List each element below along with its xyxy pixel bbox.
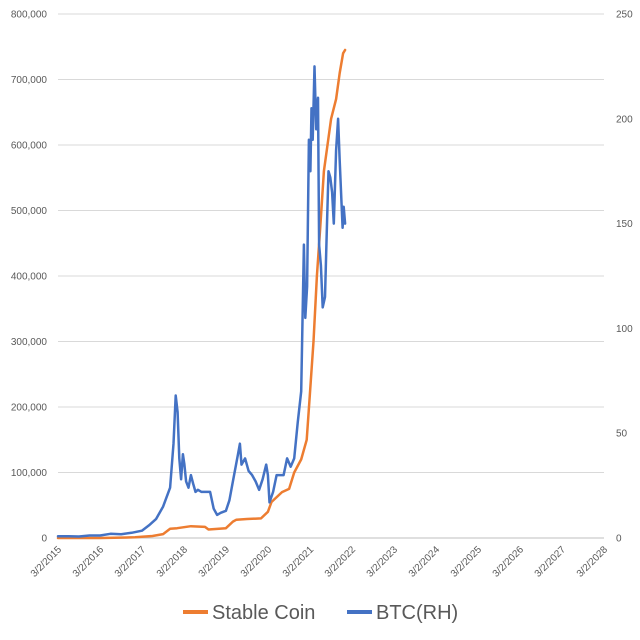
x-tick-label: 3/2/2019 <box>197 544 233 580</box>
left-tick-label: 100,000 <box>11 468 48 479</box>
x-tick-label: 3/2/2025 <box>449 544 485 580</box>
x-tick-label: 3/2/2022 <box>323 544 359 580</box>
series-line-stable-coin <box>56 48 347 540</box>
series-line-btc-rh <box>56 65 347 538</box>
left-tick-label: 700,000 <box>11 75 48 86</box>
right-tick-label: 250 <box>616 10 633 21</box>
x-tick-label: 3/2/2028 <box>575 544 611 580</box>
left-tick-label: 800,000 <box>11 10 48 21</box>
legend-label-stable-coin: Stable Coin <box>212 602 315 624</box>
x-tick-label: 3/2/2023 <box>365 544 401 580</box>
x-tick-label: 3/2/2024 <box>407 544 443 580</box>
x-tick-label: 3/2/2026 <box>491 544 527 580</box>
left-tick-label: 500,000 <box>11 206 48 217</box>
right-tick-label: 0 <box>616 534 622 545</box>
left-tick-label: 300,000 <box>11 337 48 348</box>
x-tick-label: 3/2/2018 <box>155 544 191 580</box>
right-tick-label: 50 <box>616 429 628 440</box>
x-tick-label: 3/2/2021 <box>281 544 317 580</box>
right-tick-label: 100 <box>616 324 633 335</box>
x-tick-label: 3/2/2016 <box>71 544 107 580</box>
series-lines <box>56 48 347 540</box>
left-tick-label: 400,000 <box>11 272 48 283</box>
right-tick-label: 150 <box>616 219 633 230</box>
gridlines <box>58 13 604 539</box>
left-axis-tick-labels: 0 100,000 200,000 300,000 400,000 500,000 600,… <box>11 10 48 545</box>
left-tick-label: 200,000 <box>11 403 48 414</box>
right-tick-label: 200 <box>616 114 633 125</box>
x-axis-tick-labels: 3/2/2015 3/2/2016 3/2/2017 3/2/2018 3/2/2019… <box>29 544 611 580</box>
x-tick-label: 3/2/2017 <box>113 544 149 580</box>
legend-label-btc: BTC(RH) <box>376 602 458 624</box>
x-tick-label: 3/2/2020 <box>239 544 275 580</box>
x-tick-label: 3/2/2027 <box>533 544 569 580</box>
legend: Stable Coin BTC(RH) <box>183 602 458 624</box>
left-tick-label: 600,000 <box>11 141 48 152</box>
right-axis-tick-labels: 0 50 100 150 200 250 <box>616 10 633 545</box>
left-tick-label: 0 <box>41 534 47 545</box>
x-tick-label: 3/2/2015 <box>29 544 65 580</box>
